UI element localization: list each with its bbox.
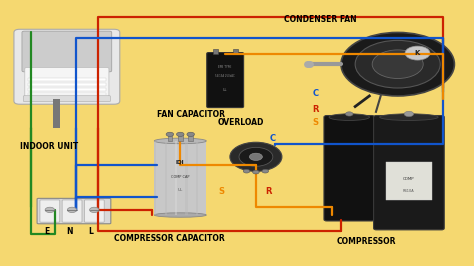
Circle shape (187, 132, 194, 136)
Ellipse shape (380, 114, 438, 120)
Text: UL: UL (178, 188, 183, 192)
Bar (175, 141, 177, 215)
Bar (155, 141, 156, 215)
Circle shape (67, 207, 77, 213)
Text: S: S (218, 187, 224, 196)
Circle shape (249, 153, 263, 160)
Ellipse shape (329, 114, 369, 120)
Circle shape (262, 169, 269, 173)
Bar (28, 88, 106, 90)
Bar (164, 141, 167, 215)
Text: R: R (265, 187, 272, 196)
Bar (28, 78, 106, 81)
Circle shape (176, 132, 184, 136)
Bar (155, 141, 206, 215)
Circle shape (355, 40, 440, 88)
Text: OVERLOAD: OVERLOAD (218, 118, 264, 127)
Bar (188, 134, 193, 141)
Bar (28, 93, 106, 95)
Circle shape (405, 46, 430, 60)
FancyBboxPatch shape (324, 115, 374, 221)
Bar (213, 49, 218, 54)
FancyBboxPatch shape (25, 68, 109, 98)
Text: R410A: R410A (403, 189, 415, 193)
Text: N: N (66, 227, 73, 236)
Text: C: C (313, 89, 319, 98)
Text: CONDENSER FAN: CONDENSER FAN (284, 15, 357, 24)
Text: FAN CAPACITOR: FAN CAPACITOR (156, 110, 225, 119)
Circle shape (372, 50, 423, 78)
FancyBboxPatch shape (374, 115, 444, 230)
Bar (196, 141, 198, 215)
Circle shape (230, 142, 282, 171)
FancyBboxPatch shape (207, 53, 244, 108)
Ellipse shape (155, 138, 206, 144)
Text: EMI TYPE: EMI TYPE (219, 65, 232, 69)
Circle shape (404, 111, 414, 117)
Text: R: R (313, 105, 319, 114)
Bar (178, 134, 182, 141)
Circle shape (253, 170, 259, 174)
Circle shape (243, 169, 250, 173)
Bar (386, 161, 432, 201)
Text: E: E (44, 227, 49, 236)
FancyBboxPatch shape (14, 29, 120, 104)
Bar (185, 141, 188, 215)
Circle shape (346, 112, 353, 116)
Circle shape (166, 132, 173, 136)
Bar (53, 99, 60, 128)
Text: INDOOR UNIT: INDOOR UNIT (19, 142, 78, 151)
Text: C: C (270, 134, 276, 143)
Text: L: L (88, 227, 93, 236)
Circle shape (90, 207, 99, 213)
Text: COMPRESSOR: COMPRESSOR (336, 237, 396, 246)
Bar (28, 83, 106, 86)
Ellipse shape (155, 213, 206, 217)
FancyBboxPatch shape (40, 200, 60, 222)
Bar (167, 134, 172, 141)
FancyBboxPatch shape (37, 198, 111, 224)
Circle shape (341, 32, 455, 96)
Text: IQI: IQI (176, 159, 184, 164)
Text: COMPRESSOR CAPACITOR: COMPRESSOR CAPACITOR (114, 235, 225, 243)
FancyBboxPatch shape (23, 96, 110, 102)
Text: COMP: COMP (403, 177, 415, 181)
FancyBboxPatch shape (84, 200, 104, 222)
FancyBboxPatch shape (22, 31, 112, 72)
FancyBboxPatch shape (62, 200, 82, 222)
Circle shape (239, 147, 273, 166)
Text: S: S (313, 118, 319, 127)
Bar (233, 49, 238, 54)
Text: 54/15A 250VAC: 54/15A 250VAC (215, 74, 235, 78)
Text: COMP CAP: COMP CAP (171, 175, 190, 179)
Circle shape (45, 207, 55, 213)
Text: K: K (415, 50, 420, 56)
Text: UL: UL (223, 88, 228, 92)
